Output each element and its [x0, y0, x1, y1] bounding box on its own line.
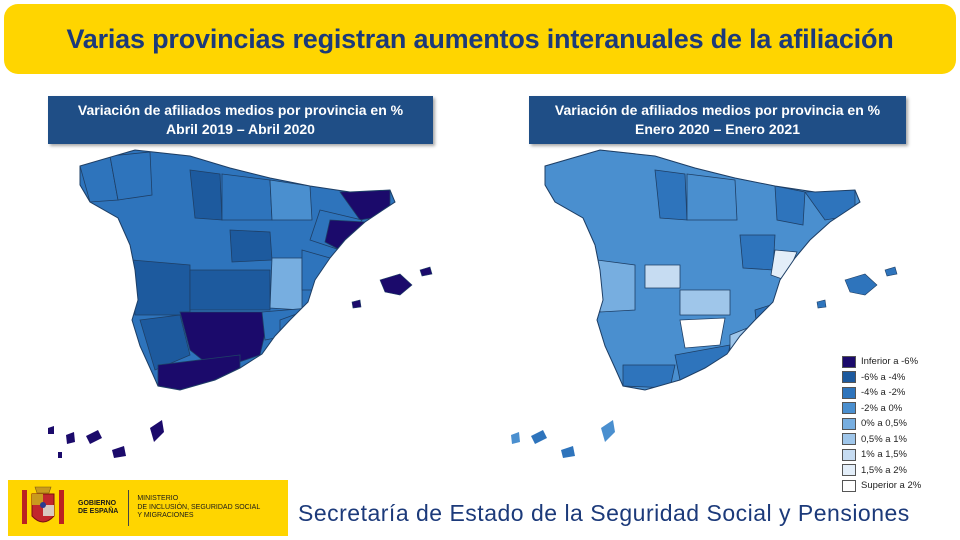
ministry-name: MINISTERIO DE INCLUSIÓN, SEGURIDAD SOCIA… — [137, 495, 260, 521]
right-map-title-line1: Variación de afiliados medios por provin… — [554, 102, 881, 118]
legend-swatch — [842, 448, 856, 461]
legend-item: 1% a 1,5% — [842, 447, 934, 463]
legend-swatch — [842, 479, 856, 492]
coat-of-arms-icon — [22, 486, 64, 524]
legend-item: -6% a -4% — [842, 370, 934, 386]
right-map-title: Variación de afiliados medios por provin… — [529, 96, 906, 144]
legend-label: -6% a -4% — [861, 371, 906, 383]
legend-label: Inferior a -6% — [861, 356, 919, 368]
gov-line2: DE ESPAÑA — [78, 508, 119, 515]
left-map — [48, 149, 433, 458]
legend-label: -4% a -2% — [861, 387, 906, 399]
legend-label: 0,5% a 1% — [861, 433, 907, 445]
left-map-title: Variación de afiliados medios por provin… — [48, 96, 433, 144]
ministry-line1: MINISTERIO — [137, 495, 179, 503]
legend-item: Inferior a -6% — [842, 354, 934, 370]
ministry-line3: Y MIGRACIONES — [137, 512, 194, 520]
legend-item: 1,5% a 2% — [842, 463, 934, 479]
legend-label: 0% a 0,5% — [861, 418, 907, 430]
left-map-title-line2: Abril 2019 – Abril 2020 — [166, 121, 315, 137]
header-banner: Varias provincias registran aumentos int… — [4, 4, 956, 74]
right-map — [511, 149, 898, 458]
legend-item: 0% a 0,5% — [842, 416, 934, 432]
legend-swatch — [842, 371, 856, 384]
legend-label: 1,5% a 2% — [861, 464, 907, 476]
legend-label: Superior a 2% — [861, 480, 922, 492]
ministry-line2: DE INCLUSIÓN, SEGURIDAD SOCIAL — [137, 503, 261, 511]
legend-label: 1% a 1,5% — [861, 449, 907, 461]
legend-swatch — [842, 386, 856, 399]
legend-item: Superior a 2% — [842, 478, 934, 494]
right-map-title-line2: Enero 2020 – Enero 2021 — [635, 121, 800, 137]
legend-item: -4% a -2% — [842, 385, 934, 401]
government-logo: GOBIERNO DE ESPAÑA MINISTERIO DE INCLUSI… — [8, 480, 288, 536]
legend-swatch — [842, 433, 856, 446]
legend-swatch — [842, 402, 856, 415]
map-legend: Inferior a -6% -6% a -4% -4% a -2% -2% a… — [842, 354, 934, 494]
legend-item: 0,5% a 1% — [842, 432, 934, 448]
legend-swatch — [842, 417, 856, 430]
legend-swatch — [842, 355, 856, 368]
government-name: GOBIERNO DE ESPAÑA — [78, 500, 118, 517]
left-map-title-line1: Variación de afiliados medios por provin… — [77, 102, 404, 118]
logo-divider — [128, 490, 130, 526]
legend-swatch — [842, 464, 856, 477]
secretariat-name: Secretaría de Estado de la Seguridad Soc… — [298, 500, 910, 526]
legend-label: -2% a 0% — [861, 402, 903, 414]
legend-item: -2% a 0% — [842, 401, 934, 417]
gov-line1: GOBIERNO — [78, 499, 117, 507]
slide-title: Varias provincias registran aumentos int… — [66, 23, 894, 54]
